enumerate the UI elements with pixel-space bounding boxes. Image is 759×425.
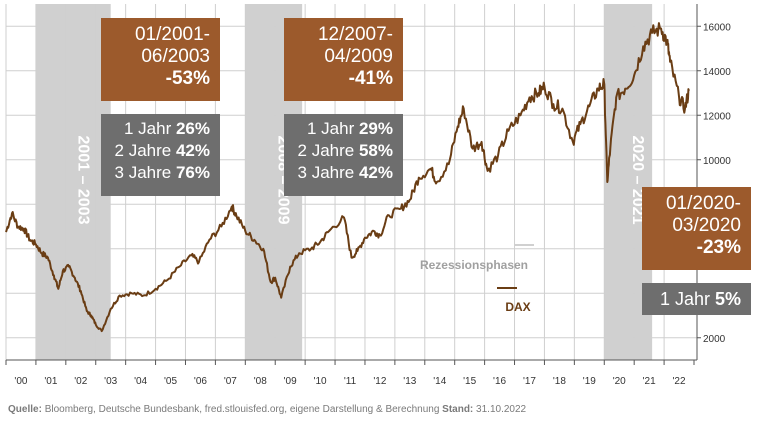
- recession-label: 2001 – 2003: [74, 136, 91, 225]
- x-tick-label: '02: [74, 376, 87, 387]
- x-tick-label: '12: [373, 376, 386, 387]
- crash-period-end: 03/2020: [672, 215, 741, 236]
- crash-period-end: 04/2009: [324, 46, 393, 67]
- recovery-row: 1 Jahr 5%: [659, 289, 741, 309]
- x-tick-label: '01: [44, 376, 57, 387]
- crash-period-start: 12/2007-: [317, 24, 393, 45]
- recovery-row: 3 Jahre 42%: [297, 163, 393, 182]
- crash-box-2007: 12/2007- 04/2009 -41%: [284, 18, 403, 101]
- x-tick-label: '13: [403, 376, 416, 387]
- recession-band: [35, 4, 111, 360]
- x-tick-label: '04: [134, 376, 147, 387]
- crash-period-start: 01/2020-: [665, 193, 741, 214]
- recovery-row: 2 Jahre 42%: [114, 141, 210, 160]
- crash-drop: -23%: [696, 237, 741, 258]
- x-tick-label: '11: [344, 376, 357, 387]
- x-tick-label: '08: [254, 376, 267, 387]
- crash-drop: -53%: [165, 68, 210, 89]
- recovery-row: 2 Jahre 58%: [297, 141, 393, 160]
- x-tick-label: '16: [493, 376, 506, 387]
- recovery-box-2001: 1 Jahr 26% 2 Jahre 42% 3 Jahre 76%: [101, 114, 220, 196]
- y-tick-label: 12000: [703, 111, 731, 122]
- x-tick-label: '09: [284, 376, 297, 387]
- legend-label-dax: DAX: [505, 300, 530, 314]
- y-tick-label: 2000: [703, 334, 726, 345]
- source-label: Quelle:: [8, 404, 42, 415]
- crash-drop: -41%: [348, 68, 393, 89]
- recovery-box-2020: 1 Jahr 5%: [642, 283, 751, 315]
- dax-line: [5, 22, 690, 333]
- x-tick-label: '07: [224, 376, 237, 387]
- recovery-row: 3 Jahre 76%: [114, 163, 210, 182]
- x-tick-label: '21: [643, 376, 656, 387]
- x-tick-label: '17: [523, 376, 536, 387]
- y-tick-label: 14000: [703, 67, 731, 78]
- y-tick-label: 16000: [703, 22, 731, 33]
- crash-box-2001: 01/2001- 06/2003 -53%: [101, 18, 220, 101]
- recovery-row: 1 Jahr 29%: [306, 119, 393, 138]
- y-tick-label: 10000: [703, 156, 731, 167]
- x-tick-label: '20: [613, 376, 626, 387]
- x-tick-label: '06: [194, 376, 207, 387]
- recovery-row: 1 Jahr 26%: [123, 119, 210, 138]
- recession-label: 2020 – 2021: [629, 136, 646, 225]
- x-tick-label: '00: [14, 376, 27, 387]
- source-text: Bloomberg, Deutsche Bundesbank, fred.stl…: [44, 404, 440, 415]
- x-tick-label: '10: [314, 376, 327, 387]
- x-tick-label: '14: [433, 376, 446, 387]
- crash-period-end: 06/2003: [141, 46, 210, 67]
- crash-box-2020: 01/2020- 03/2020 -23%: [642, 187, 751, 270]
- source-note: Quelle: Bloomberg, Deutsche Bundesbank, …: [8, 404, 526, 415]
- x-tick-label: '03: [104, 376, 117, 387]
- x-tick-label: '15: [463, 376, 476, 387]
- x-tick-label: '19: [583, 376, 596, 387]
- dax-series: [5, 22, 690, 333]
- x-tick-label: '05: [164, 376, 177, 387]
- x-tick-label: '22: [673, 376, 686, 387]
- crash-period-start: 01/2001-: [134, 24, 210, 45]
- legend: Rezessionsphasen DAX: [420, 244, 534, 314]
- stand-label: Stand:: [442, 404, 474, 415]
- stand-date: 31.10.2022: [476, 404, 527, 415]
- recovery-box-2007: 1 Jahr 29% 2 Jahre 58% 3 Jahre 42%: [284, 114, 403, 196]
- x-tick-label: '18: [553, 376, 566, 387]
- legend-label-recession: Rezessionsphasen: [420, 258, 528, 272]
